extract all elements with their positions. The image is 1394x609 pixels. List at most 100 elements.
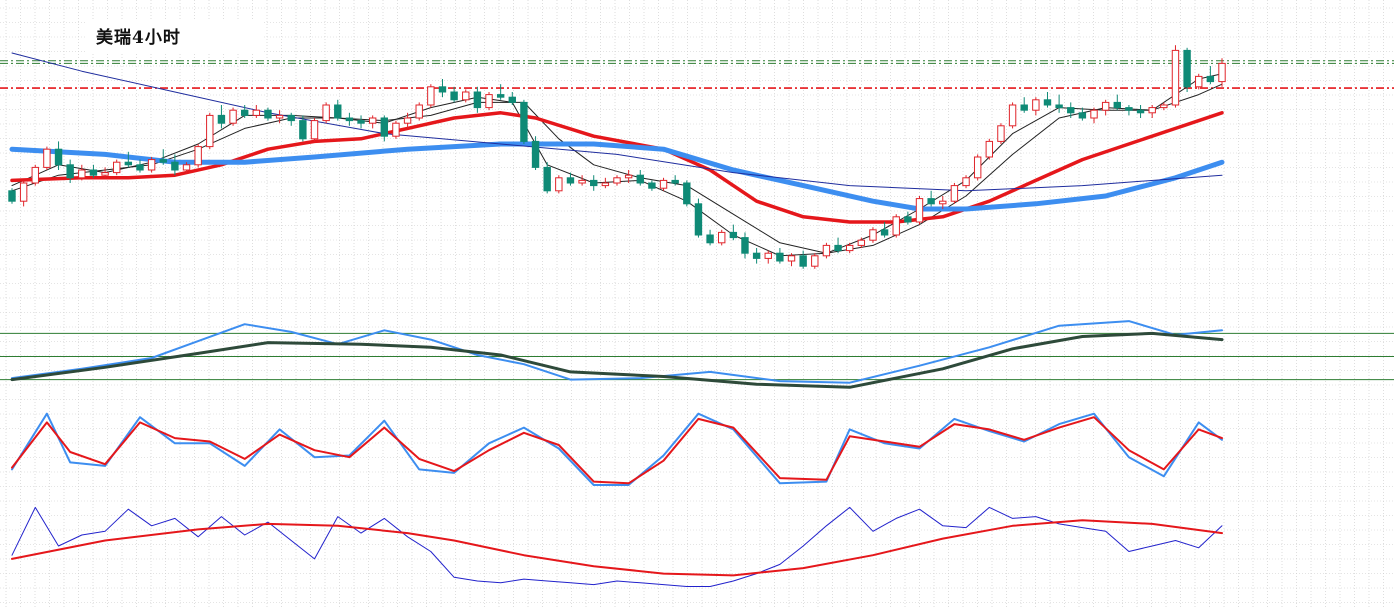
candle bbox=[752, 248, 761, 264]
candle bbox=[159, 149, 167, 165]
candle-body bbox=[31, 166, 39, 184]
candle bbox=[368, 115, 377, 129]
candle bbox=[147, 157, 156, 173]
candle-body bbox=[915, 198, 924, 223]
candles bbox=[8, 45, 1226, 269]
candle bbox=[543, 162, 551, 194]
candle bbox=[1171, 45, 1180, 108]
candle bbox=[601, 177, 610, 189]
candle bbox=[811, 253, 819, 269]
candle bbox=[66, 159, 74, 183]
candle-body bbox=[357, 120, 365, 124]
candle bbox=[566, 172, 575, 186]
candle bbox=[1067, 102, 1075, 118]
candle bbox=[43, 146, 51, 170]
candle-body bbox=[392, 122, 400, 137]
candle-body bbox=[462, 91, 470, 101]
candle bbox=[1008, 102, 1017, 129]
candle-body bbox=[601, 182, 610, 187]
candle-body bbox=[694, 203, 703, 236]
candle bbox=[1078, 107, 1087, 121]
candle bbox=[904, 211, 912, 225]
candle-body bbox=[113, 161, 121, 174]
candle-body bbox=[450, 91, 458, 101]
title-box: 美瑞4小时 bbox=[86, 20, 262, 54]
candle bbox=[1113, 94, 1121, 111]
candle-body bbox=[101, 172, 109, 176]
candle bbox=[776, 248, 784, 264]
candle-body bbox=[415, 104, 423, 119]
candle bbox=[264, 107, 272, 121]
candle-body bbox=[1183, 49, 1191, 88]
candle-body bbox=[636, 174, 644, 184]
candle bbox=[997, 123, 1005, 144]
candle bbox=[136, 159, 144, 173]
candle-body bbox=[427, 86, 435, 106]
candle bbox=[462, 89, 470, 103]
moving-average-black bbox=[11, 73, 1223, 257]
candle-body bbox=[1078, 112, 1087, 119]
candle-body bbox=[741, 237, 749, 254]
candle-body bbox=[54, 148, 63, 166]
candle-body bbox=[566, 177, 575, 184]
candle bbox=[1148, 105, 1156, 118]
candle-body bbox=[1206, 75, 1215, 83]
candle bbox=[1160, 102, 1168, 111]
oscillator-3-line-blue bbox=[11, 506, 1223, 587]
candle-body bbox=[229, 109, 237, 124]
candle-body bbox=[1101, 101, 1110, 111]
candle-body bbox=[310, 120, 319, 140]
candle bbox=[1055, 94, 1063, 113]
candle bbox=[869, 227, 877, 243]
candle bbox=[718, 229, 726, 246]
candle-body bbox=[555, 177, 563, 192]
candle-body bbox=[147, 159, 156, 171]
candle bbox=[78, 164, 86, 181]
candle-body bbox=[1160, 104, 1168, 109]
candle-body bbox=[8, 190, 16, 202]
candle-body bbox=[718, 231, 726, 244]
candle-body bbox=[473, 91, 482, 109]
candle bbox=[1032, 97, 1040, 116]
candle bbox=[729, 224, 738, 241]
oscillators bbox=[0, 320, 1394, 587]
candle bbox=[345, 112, 354, 126]
candle bbox=[787, 253, 796, 267]
candle-body bbox=[368, 117, 377, 124]
candle-body bbox=[89, 169, 98, 176]
candle-body bbox=[240, 109, 249, 116]
candle-body bbox=[857, 239, 866, 246]
candle-body bbox=[706, 234, 714, 244]
moving-average-black bbox=[11, 83, 1223, 254]
candle bbox=[380, 115, 389, 142]
candle-body bbox=[217, 114, 226, 124]
candle bbox=[962, 175, 970, 189]
chart-title: 美瑞4小时 bbox=[96, 28, 181, 48]
oscillator-1-line-blue bbox=[11, 320, 1223, 384]
candle bbox=[1125, 105, 1133, 116]
candle-body bbox=[78, 169, 86, 179]
candle bbox=[683, 180, 691, 207]
candle bbox=[578, 175, 586, 186]
candle bbox=[1218, 58, 1226, 87]
candle-body bbox=[1125, 107, 1133, 111]
candle-body bbox=[299, 120, 307, 140]
candle bbox=[671, 175, 679, 186]
candle-body bbox=[171, 161, 179, 171]
candle bbox=[287, 112, 295, 126]
candle-body bbox=[880, 229, 889, 236]
candle-body bbox=[799, 255, 807, 267]
candle-body bbox=[869, 229, 877, 241]
candle-body bbox=[985, 140, 994, 158]
candle-body bbox=[764, 252, 772, 259]
candle-body bbox=[264, 109, 272, 119]
candle-body bbox=[624, 174, 633, 179]
candle-body bbox=[66, 164, 74, 179]
candle bbox=[427, 84, 435, 108]
candle bbox=[694, 198, 703, 238]
candle-body bbox=[939, 200, 947, 205]
candle bbox=[613, 175, 621, 186]
candle-body bbox=[194, 146, 202, 166]
candle-body bbox=[834, 244, 842, 252]
